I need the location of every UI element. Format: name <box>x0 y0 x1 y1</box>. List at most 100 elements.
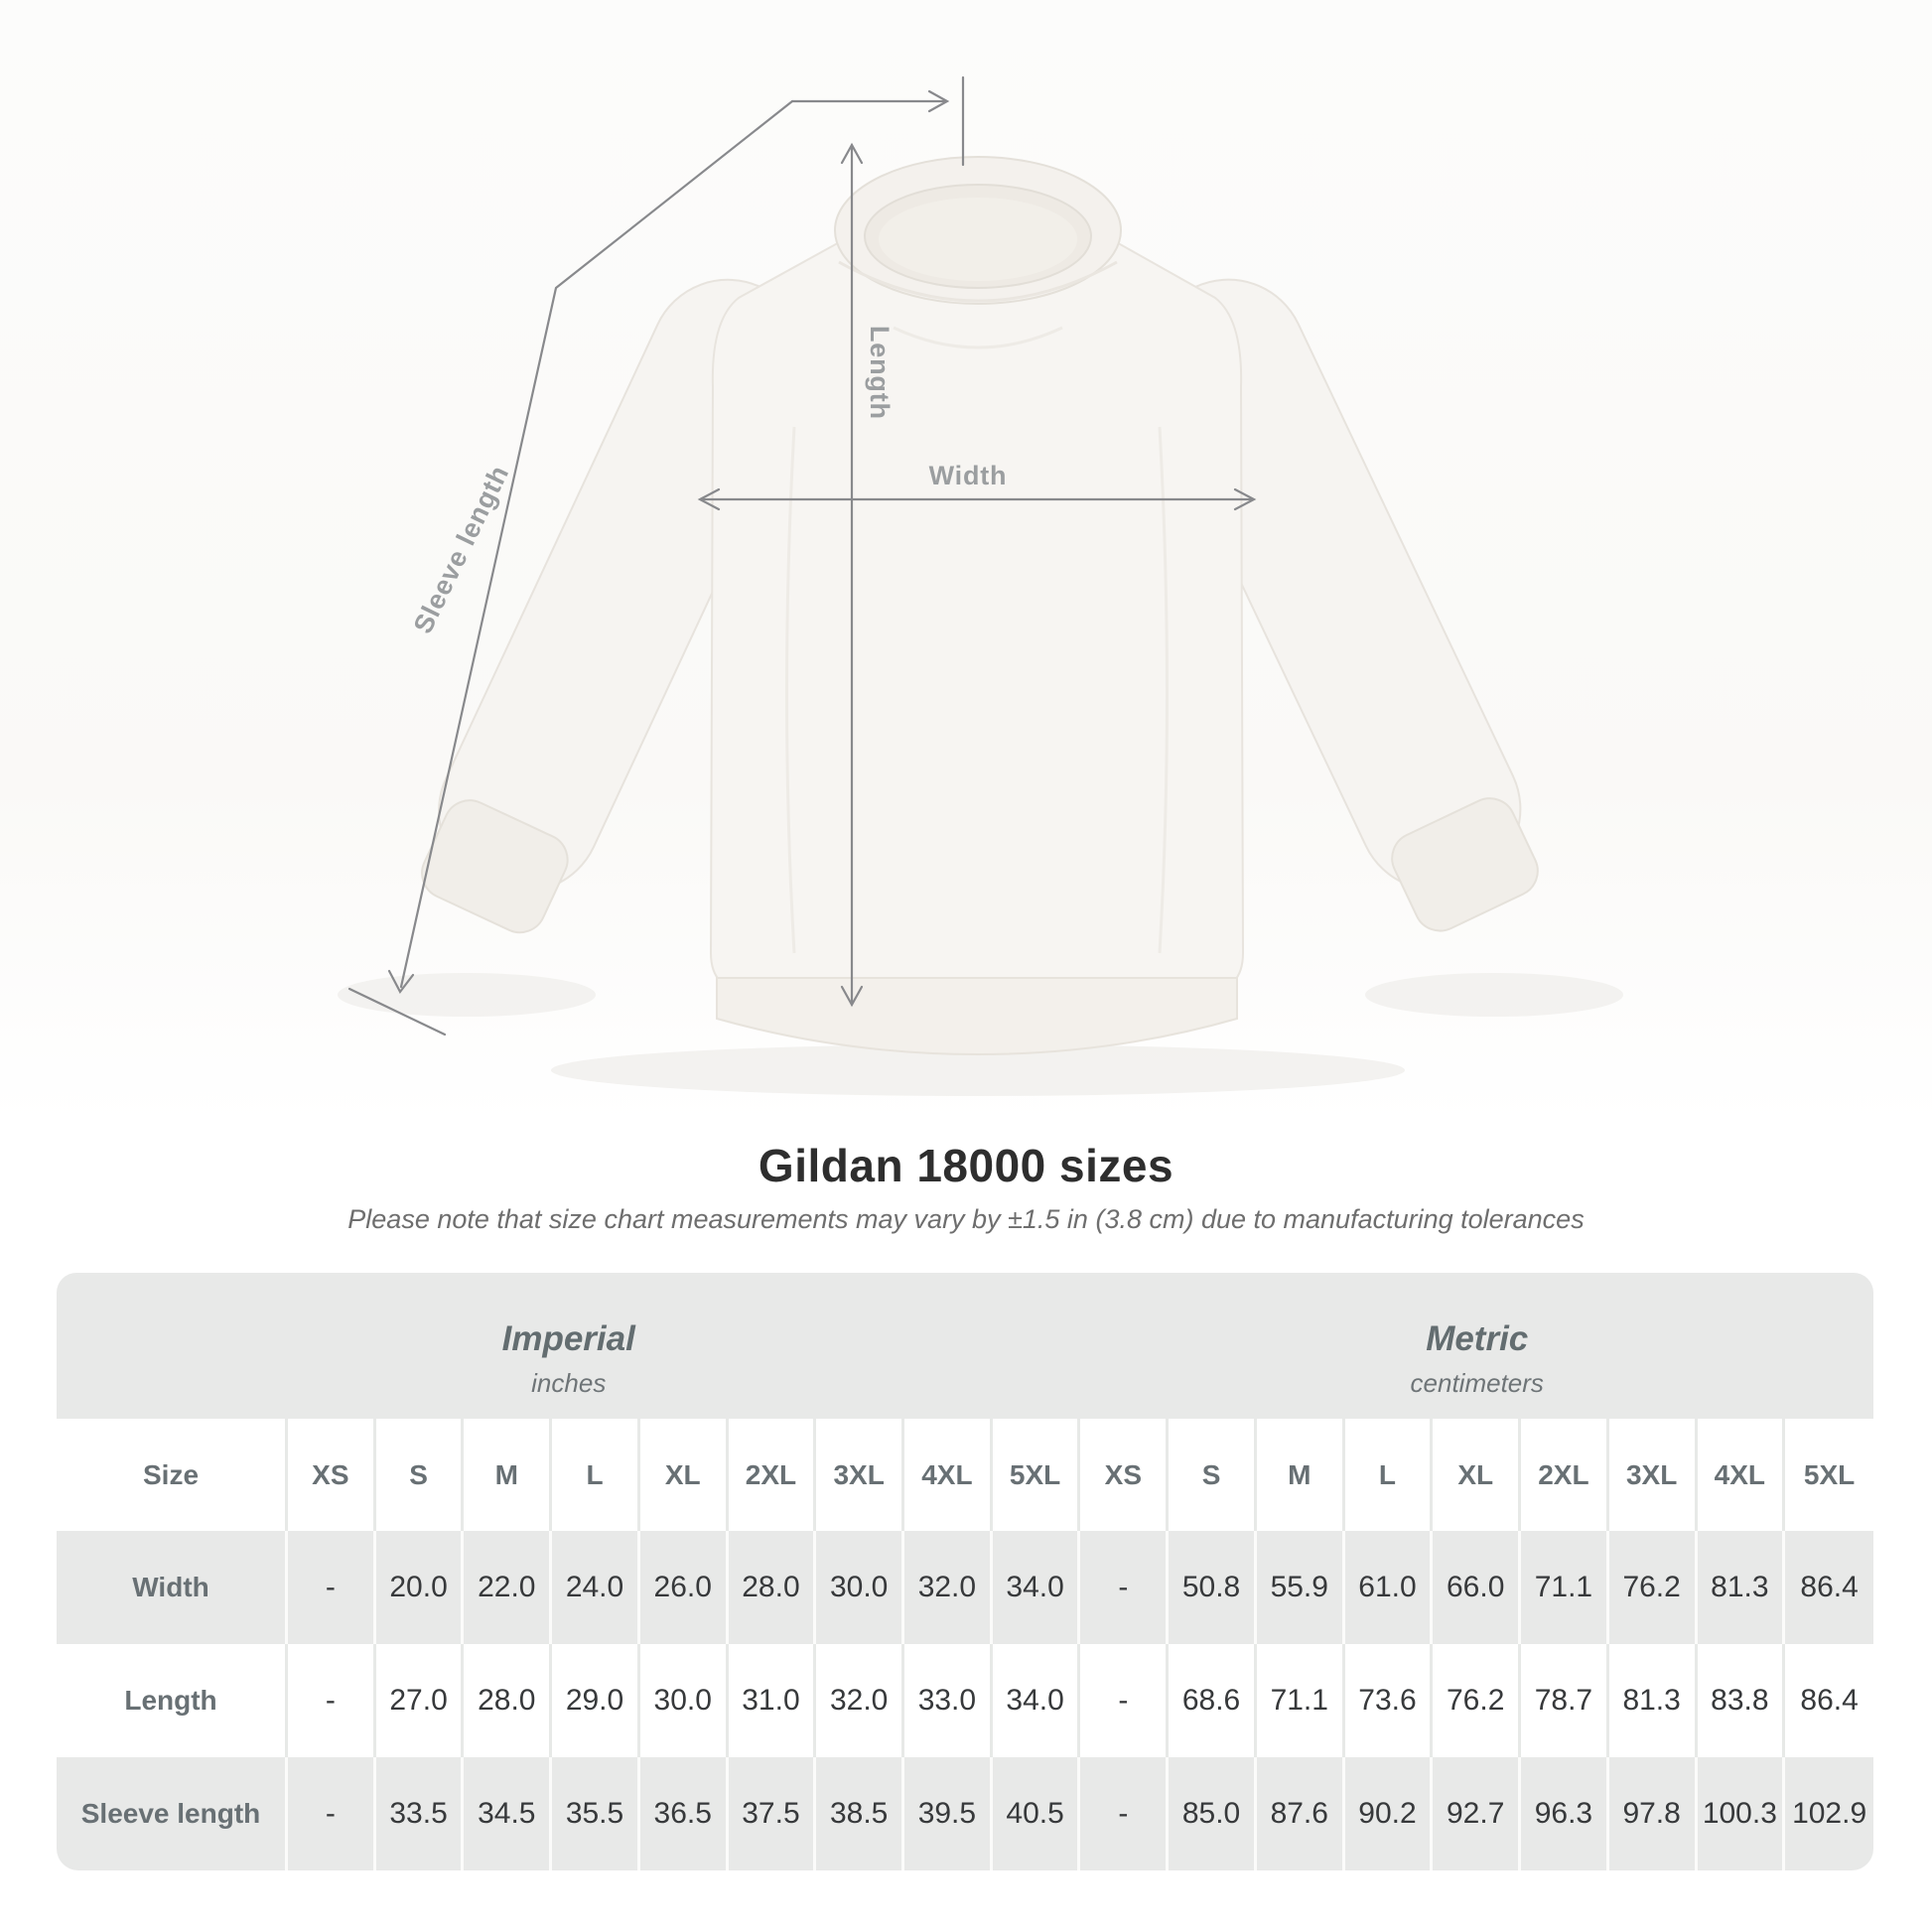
value-cell: 35.5 <box>552 1757 640 1870</box>
value-cell: 40.5 <box>992 1757 1081 1870</box>
value-cell: 92.7 <box>1433 1757 1522 1870</box>
size-column-header: Size <box>57 1419 288 1531</box>
right-cuff <box>1391 797 1539 932</box>
sweatshirt-diagram: Length Width Sleeve length <box>0 0 1932 1124</box>
top-reference-arrow <box>790 75 965 167</box>
length-arrow <box>840 142 864 1008</box>
value-cell: 90.2 <box>1344 1757 1434 1870</box>
value-cell: 36.5 <box>639 1757 729 1870</box>
value-cell: 30.0 <box>639 1644 729 1757</box>
inches-label: inches <box>531 1367 607 1398</box>
value-cell: 28.0 <box>464 1644 553 1757</box>
value-cell: - <box>288 1531 376 1644</box>
left-cuff <box>421 799 569 934</box>
value-cell: 50.8 <box>1169 1531 1257 1644</box>
value-cell: 76.2 <box>1433 1644 1522 1757</box>
value-cell: 33.0 <box>904 1644 993 1757</box>
fabric-creases <box>785 326 1169 954</box>
value-cell: 78.7 <box>1521 1644 1609 1757</box>
metric-group-header: Metric centimeters <box>1080 1273 1873 1419</box>
value-cell: 37.5 <box>728 1757 817 1870</box>
value-cell: 38.5 <box>816 1757 905 1870</box>
value-cell: 87.6 <box>1256 1757 1345 1870</box>
row-label: Sleeve length <box>57 1757 288 1870</box>
value-cell: - <box>288 1644 376 1757</box>
row-label: Width <box>57 1531 288 1644</box>
size-header-row: Size XS S M L XL 2XL 3XL 4XL 5XL XS S M … <box>57 1419 1873 1531</box>
imperial-label: Imperial <box>501 1318 635 1358</box>
row-label: Length <box>57 1644 288 1757</box>
value-cell: - <box>1080 1644 1170 1757</box>
centimeters-label: centimeters <box>1410 1367 1544 1398</box>
width-row: Width - 20.0 22.0 24.0 26.0 28.0 30.0 32… <box>57 1531 1873 1644</box>
metric-size-header: XS <box>1080 1419 1170 1531</box>
value-cell: 86.4 <box>1785 1531 1873 1644</box>
value-cell: 34.5 <box>464 1757 553 1870</box>
sleeve-length-row: Sleeve length - 33.5 34.5 35.5 36.5 37.5… <box>57 1757 1873 1870</box>
value-cell: 71.1 <box>1256 1644 1345 1757</box>
metric-label: Metric <box>1426 1318 1529 1358</box>
imperial-size-header: 2XL <box>728 1419 817 1531</box>
metric-size-header: 5XL <box>1785 1419 1873 1531</box>
value-cell: 34.0 <box>992 1531 1081 1644</box>
imperial-size-header: S <box>375 1419 465 1531</box>
imperial-size-header: XL <box>639 1419 729 1531</box>
page-title: Gildan 18000 sizes <box>758 1140 1174 1191</box>
value-cell: 31.0 <box>728 1644 817 1757</box>
imperial-size-header: L <box>552 1419 640 1531</box>
value-cell: 86.4 <box>1785 1644 1873 1757</box>
crewneck-collar <box>834 156 1122 305</box>
value-cell: 28.0 <box>728 1531 817 1644</box>
value-cell: 32.0 <box>816 1644 905 1757</box>
sleeve-length-arrow <box>347 99 794 1036</box>
value-cell: 30.0 <box>816 1531 905 1644</box>
value-cell: - <box>288 1757 376 1870</box>
value-cell: 100.3 <box>1697 1757 1786 1870</box>
imperial-size-header: 5XL <box>992 1419 1081 1531</box>
value-cell: 66.0 <box>1433 1531 1522 1644</box>
value-cell: 29.0 <box>552 1644 640 1757</box>
metric-size-header: L <box>1344 1419 1434 1531</box>
value-cell: - <box>1080 1531 1170 1644</box>
value-cell: 26.0 <box>639 1531 729 1644</box>
value-cell: 76.2 <box>1608 1531 1698 1644</box>
value-cell: 81.3 <box>1697 1531 1786 1644</box>
value-cell: 39.5 <box>904 1757 993 1870</box>
metric-size-header: M <box>1256 1419 1345 1531</box>
value-cell: 61.0 <box>1344 1531 1434 1644</box>
value-cell: 32.0 <box>904 1531 993 1644</box>
metric-size-header: XL <box>1433 1419 1522 1531</box>
imperial-size-header: 4XL <box>904 1419 993 1531</box>
value-cell: 102.9 <box>1785 1757 1873 1870</box>
value-cell: 68.6 <box>1169 1644 1257 1757</box>
imperial-size-header: XS <box>288 1419 376 1531</box>
value-cell: 71.1 <box>1521 1531 1609 1644</box>
hem-band <box>716 977 1238 1056</box>
value-cell: 24.0 <box>552 1531 640 1644</box>
size-table: Imperial inches Metric centimeters Size … <box>57 1273 1873 1870</box>
width-label: Width <box>928 461 1008 490</box>
sweatshirt-illustration <box>338 75 1623 1096</box>
value-cell: 20.0 <box>375 1531 465 1644</box>
metric-size-header: S <box>1169 1419 1257 1531</box>
metric-size-header: 2XL <box>1521 1419 1609 1531</box>
imperial-size-header: M <box>464 1419 553 1531</box>
value-cell: 22.0 <box>464 1531 553 1644</box>
value-cell: 33.5 <box>375 1757 465 1870</box>
value-cell: 83.8 <box>1697 1644 1786 1757</box>
value-cell: 34.0 <box>992 1644 1081 1757</box>
value-cell: 73.6 <box>1344 1644 1434 1757</box>
value-cell: 81.3 <box>1608 1644 1698 1757</box>
unit-group-row: Imperial inches Metric centimeters <box>57 1273 1873 1419</box>
length-row: Length - 27.0 28.0 29.0 30.0 31.0 32.0 3… <box>57 1644 1873 1757</box>
value-cell: 55.9 <box>1256 1531 1345 1644</box>
value-cell: 85.0 <box>1169 1757 1257 1870</box>
imperial-group-header: Imperial inches <box>57 1273 1081 1419</box>
value-cell: 97.8 <box>1608 1757 1698 1870</box>
value-cell: - <box>1080 1757 1170 1870</box>
metric-size-header: 4XL <box>1697 1419 1786 1531</box>
metric-size-header: 3XL <box>1608 1419 1698 1531</box>
measurement-arrows <box>347 75 1257 1036</box>
width-arrow <box>697 487 1257 511</box>
